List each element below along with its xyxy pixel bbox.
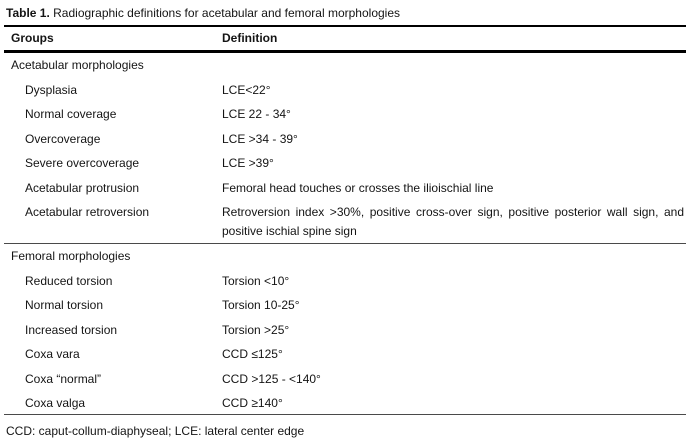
table-footnote: CCD: caput-collum-diaphyseal; LCE: later… [4, 414, 686, 439]
table-row: Acetabular retroversion Retroversion inde… [4, 199, 686, 243]
cell-definition: LCE >34 - 39° [222, 131, 298, 146]
table-header-row: Groups Definition [4, 27, 686, 53]
cell-group: Normal torsion [25, 298, 104, 313]
table-row: Increased torsion Torsion >25° [4, 317, 686, 341]
cell-group: Acetabular protrusion [25, 180, 140, 195]
cell-definition: Torsion >25° [222, 322, 290, 337]
cell-definition: Torsion 10-25° [222, 298, 300, 313]
table-section: Femoral morphologies Reduced torsion Torsi… [4, 242, 686, 414]
cell-definition: LCE >39° [222, 156, 274, 171]
cell-group: Normal coverage [25, 107, 117, 122]
table-row: Dysplasia LCE<22° [4, 77, 686, 101]
cell-group: Overcoverage [25, 131, 101, 146]
table-row: Overcoverage LCE >34 - 39° [4, 126, 686, 150]
cell-definition: CCD >125 - <140° [222, 371, 321, 386]
cell-definition: Retroversion index >30%, positive cross-… [222, 204, 684, 238]
cell-group: Coxa vara [25, 347, 80, 362]
cell-definition: CCD ≤125° [222, 347, 283, 362]
cell-group: Increased torsion [25, 322, 118, 337]
table-row: Severe overcoverage LCE >39° [4, 150, 686, 174]
table-row: Reduced torsion Torsion <10° [4, 268, 686, 292]
section-heading: Acetabular morphologies [11, 58, 144, 72]
cell-group: Coxa valga [25, 395, 86, 410]
table-row: Coxa vara CCD ≤125° [4, 341, 686, 365]
cell-group: Reduced torsion [25, 273, 113, 288]
cell-definition: LCE<22° [222, 83, 271, 97]
cell-definition: LCE 22 - 34° [222, 107, 291, 122]
table-title-text: Radiographic definitions for acetabular … [53, 6, 401, 20]
table-body: Acetabular morphologies Dysplasia LCE<22° N… [4, 53, 686, 414]
cell-definition: Torsion <10° [222, 273, 290, 288]
cell-group: Coxa “normal” [25, 371, 102, 386]
data-table: Groups Definition Acetabular morphologie… [4, 25, 686, 414]
column-header-definition: Definition [222, 31, 278, 45]
cell-group: Dysplasia [25, 83, 78, 97]
table-row: Coxa valga CCD ≥140° [4, 390, 686, 414]
table-title: Table 1. Radiographic definitions for ac… [4, 4, 686, 25]
table-row: Coxa “normal” CCD >125 - <140° [4, 366, 686, 390]
table-row: Normal coverage LCE 22 - 34° [4, 101, 686, 125]
cell-group: Severe overcoverage [25, 156, 140, 171]
table-title-label: Table 1. [6, 6, 50, 20]
cell-definition: Femoral head touches or crosses the ilio… [222, 180, 494, 195]
table-row: Acetabular protrusion Femoral head touche… [4, 175, 686, 199]
table-section: Acetabular morphologies Dysplasia LCE<22° N… [4, 53, 686, 243]
section-heading: Femoral morphologies [11, 248, 131, 263]
column-header-groups: Groups [11, 31, 54, 45]
table-row: Normal torsion Torsion 10-25° [4, 292, 686, 316]
cell-definition: CCD ≥140° [222, 395, 283, 410]
cell-group: Acetabular retroversion [25, 204, 150, 219]
